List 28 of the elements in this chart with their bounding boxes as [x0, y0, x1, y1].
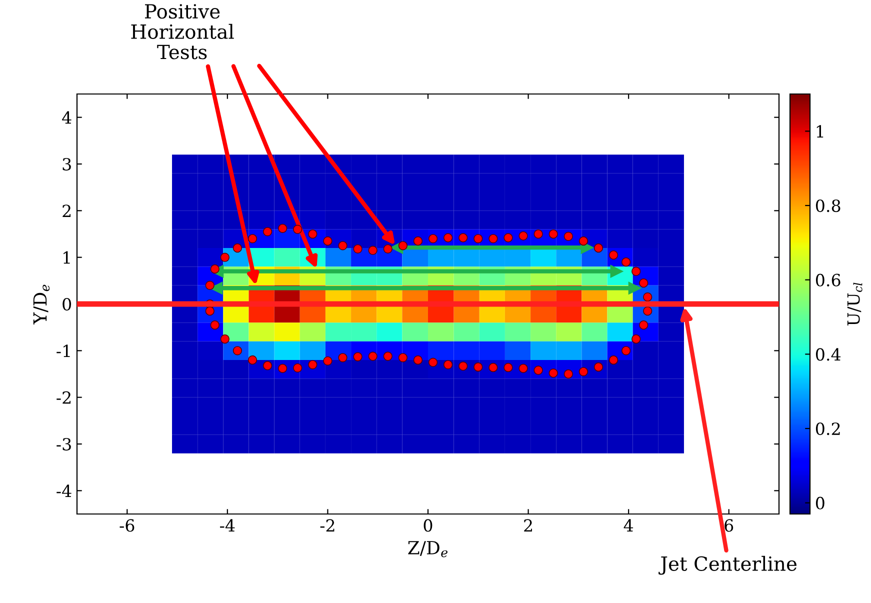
x-tick-label: -6	[120, 519, 134, 532]
y-tick-label: 4	[62, 111, 72, 124]
color-bar-label: 1	[816, 125, 824, 138]
y-tick-label: -3	[56, 438, 71, 451]
y-tick-label: 0	[62, 298, 72, 311]
x-axis-title: Z/D$_{e}$	[408, 541, 448, 558]
point	[628, 282, 641, 294]
color-bar-label: 0.4	[816, 348, 841, 361]
x-tick-label: 2	[524, 519, 532, 532]
x-tick-label: -2	[320, 519, 334, 532]
y-tick-label: 2	[62, 204, 71, 217]
y-tick-label: 3	[62, 158, 71, 171]
text: Positive Horizontal Tests	[131, 4, 234, 60]
x-tick-label: 4	[624, 519, 634, 532]
color-bar-label: 0	[816, 496, 824, 510]
color-bar-title: U/U$_{cl}$	[847, 282, 862, 326]
color-bar-label: 0.8	[816, 199, 840, 212]
y-tick-label: -4	[56, 484, 72, 497]
color-bar-label: 0.6	[816, 274, 840, 286]
x-tick-label: 0	[424, 519, 432, 532]
x-tick-label: 6	[724, 519, 734, 532]
y-axis-title: Y/D$_{e}$	[33, 284, 50, 325]
y-tick-label: -2	[56, 391, 70, 404]
ref-line-label: Jet Centerline	[658, 556, 797, 575]
x-tick-label: -4	[220, 519, 235, 532]
y-tick-label: 1	[64, 251, 70, 264]
y-tick-label: -1	[56, 344, 70, 357]
color-bar-label: 0.2	[816, 422, 840, 436]
